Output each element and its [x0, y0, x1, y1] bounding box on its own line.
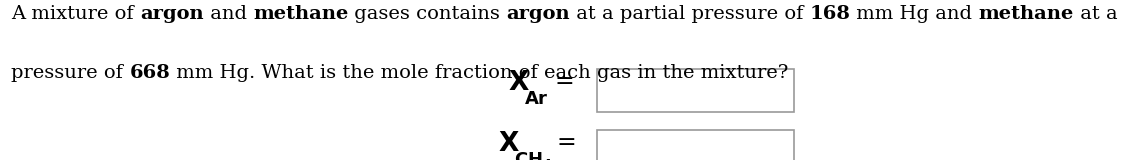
- Text: $\mathbf{X}$: $\mathbf{X}$: [498, 131, 519, 156]
- Text: 668: 668: [129, 64, 170, 82]
- Text: methane: methane: [253, 5, 348, 23]
- Text: mm Hg and: mm Hg and: [851, 5, 979, 23]
- Text: =: =: [555, 70, 574, 93]
- Text: methane: methane: [979, 5, 1075, 23]
- FancyBboxPatch shape: [597, 130, 794, 160]
- Text: $\mathbf{Ar}$: $\mathbf{Ar}$: [525, 90, 550, 108]
- Text: at a partial pressure of: at a partial pressure of: [570, 5, 809, 23]
- Text: pressure of: pressure of: [11, 64, 129, 82]
- Text: argon: argon: [140, 5, 203, 23]
- Text: A mixture of: A mixture of: [11, 5, 141, 23]
- Text: 168: 168: [809, 5, 851, 23]
- Text: gases contains: gases contains: [348, 5, 507, 23]
- FancyBboxPatch shape: [597, 69, 794, 112]
- Text: =: =: [556, 131, 577, 154]
- Text: $\mathbf{X}$: $\mathbf{X}$: [508, 70, 529, 95]
- Text: $\mathbf{CH_4}$: $\mathbf{CH_4}$: [515, 150, 553, 160]
- Text: argon: argon: [507, 5, 570, 23]
- Text: mm Hg. What is the mole fraction of each gas in the mixture?: mm Hg. What is the mole fraction of each…: [170, 64, 789, 82]
- Text: and: and: [203, 5, 253, 23]
- Text: at a partial: at a partial: [1075, 5, 1124, 23]
